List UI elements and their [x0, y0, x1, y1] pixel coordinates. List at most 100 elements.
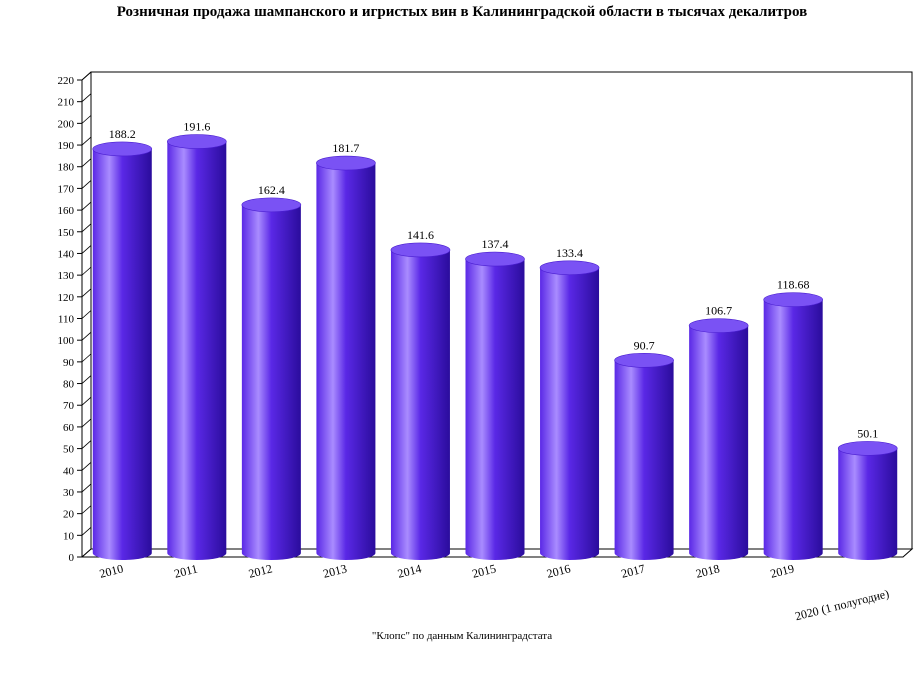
x-tick-label: 2012 — [247, 561, 274, 580]
y-tick-label: 150 — [58, 227, 75, 239]
bar — [241, 197, 302, 560]
y-tick-label: 20 — [63, 509, 75, 521]
bar-body — [241, 204, 301, 560]
data-label: 90.7 — [634, 338, 655, 352]
y-tick-label: 0 — [69, 552, 75, 564]
bar-top — [837, 441, 898, 456]
y-tick-label: 90 — [63, 357, 75, 369]
y-tick-diagonal — [81, 180, 92, 189]
bar — [316, 155, 376, 560]
x-axis: 2010 2011 2012 2013 2014 2015 2016 2017 2018 2019… — [98, 561, 890, 623]
y-tick-diagonal — [81, 115, 92, 124]
y-tick-diagonal — [81, 505, 92, 514]
y-tick-label: 190 — [58, 140, 75, 152]
data-label: 191.6 — [183, 120, 210, 134]
bar — [614, 353, 674, 560]
y-tick-diagonal — [81, 158, 92, 168]
y-tick-diagonal — [81, 353, 92, 363]
data-label: 50.1 — [857, 426, 878, 440]
source-note: "Клопс" по данным Калининградстата — [371, 630, 553, 642]
y-tick-label: 170 — [58, 183, 75, 195]
y-tick-diagonal — [81, 310, 92, 319]
data-label: 181.7 — [332, 141, 359, 155]
bar-top — [167, 134, 227, 149]
y-tick-diagonal — [81, 483, 92, 493]
y-tick-label: 60 — [63, 422, 75, 434]
bar — [539, 260, 600, 560]
data-label: 106.7 — [705, 304, 732, 318]
y-tick-diagonal — [81, 548, 92, 558]
y-tick-diagonal — [81, 136, 92, 146]
bar-body — [763, 299, 823, 560]
bar-body — [465, 259, 525, 560]
y-tick-diagonal — [81, 461, 92, 471]
data-label: 141.6 — [407, 228, 434, 242]
x-tick-label: 2010 — [98, 561, 125, 580]
bar-body — [540, 267, 600, 560]
y-tick-diagonal — [81, 440, 92, 449]
x-tick-label: 2015 — [471, 561, 498, 580]
bar-top — [390, 242, 451, 258]
y-tick-label: 110 — [58, 314, 75, 326]
bar-top — [763, 292, 823, 307]
y-tick-label: 120 — [58, 292, 75, 304]
y-tick-label: 30 — [63, 487, 75, 499]
bars — [92, 134, 898, 561]
x-tick-label: 2019 — [769, 561, 796, 580]
bar-top — [539, 260, 600, 276]
x-tick-label: 2018 — [694, 561, 721, 580]
bar — [688, 318, 749, 560]
bar-top — [241, 197, 302, 213]
bar-body — [316, 163, 376, 560]
data-label: 188.2 — [109, 127, 136, 141]
bar-body — [838, 448, 898, 560]
y-tick-label: 200 — [58, 118, 75, 130]
y-tick-label: 220 — [58, 75, 75, 87]
chart-title: Розничная продажа шампанского и игристых… — [116, 4, 808, 20]
y-tick-label: 140 — [58, 248, 75, 260]
bar — [390, 242, 451, 560]
y-tick-label: 180 — [58, 162, 75, 174]
bar-top — [614, 353, 674, 368]
y-tick-label: 130 — [58, 270, 75, 282]
y-tick-diagonal — [81, 331, 92, 341]
bar-body — [689, 325, 749, 560]
y-tick-label: 80 — [63, 379, 75, 391]
bar-body — [390, 249, 450, 560]
bar — [92, 141, 153, 560]
bar — [763, 292, 823, 560]
x-tick-label: 2020 (1 полугодие) — [794, 586, 891, 623]
bar-body — [92, 148, 152, 560]
bar-top — [92, 141, 153, 157]
y-axis: 0 10 20 30 40 50 60 70 80 90 100 110 120 130 140 150 160… — [58, 71, 92, 564]
y-tick-diagonal — [81, 245, 92, 254]
bar-top — [316, 155, 376, 171]
y-tick-diagonal — [81, 418, 92, 428]
y-tick-diagonal — [81, 201, 92, 211]
y-tick-label: 210 — [58, 97, 75, 109]
x-tick-label: 2017 — [620, 561, 647, 580]
y-tick-label: 40 — [63, 465, 75, 477]
data-label: 162.4 — [258, 183, 285, 197]
y-tick-diagonal — [81, 93, 92, 102]
y-tick-label: 100 — [58, 335, 75, 347]
data-label: 133.4 — [556, 246, 583, 260]
y-tick-diagonal — [81, 527, 92, 536]
x-tick-label: 2013 — [322, 561, 349, 580]
y-tick-label: 50 — [63, 444, 75, 456]
bar-top — [688, 318, 749, 333]
bar-body — [167, 141, 227, 561]
data-labels: 188.2 191.6 162.4 181.7 141.6 137.4 133.4 90.7 1… — [109, 120, 878, 441]
y-tick-label: 160 — [58, 205, 75, 217]
bar — [167, 134, 227, 561]
bar-body — [614, 360, 674, 560]
y-tick-diagonal — [81, 71, 92, 81]
y-tick-diagonal — [81, 396, 92, 406]
y-tick-diagonal — [81, 223, 92, 233]
y-tick-label: 70 — [63, 400, 75, 412]
y-tick-diagonal — [81, 266, 92, 276]
y-tick-label: 10 — [63, 530, 75, 542]
data-label: 118.68 — [777, 278, 810, 292]
x-tick-label: 2011 — [173, 561, 199, 580]
